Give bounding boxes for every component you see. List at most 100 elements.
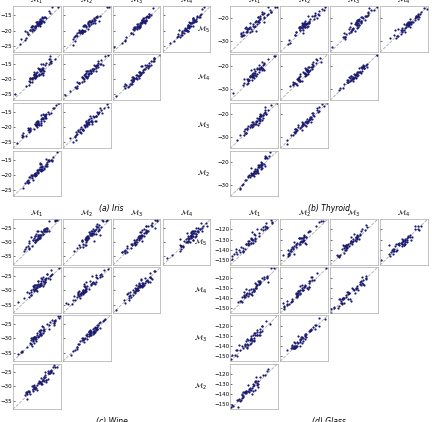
Point — [295, 241, 302, 248]
Point — [143, 14, 149, 20]
Point — [352, 20, 359, 27]
Point — [84, 119, 91, 125]
Point — [250, 287, 257, 293]
Point — [133, 286, 140, 292]
Point — [90, 331, 97, 338]
Point — [261, 371, 268, 378]
Point — [94, 324, 101, 330]
Point — [250, 72, 257, 79]
Point — [351, 71, 358, 78]
Point — [245, 292, 252, 299]
Point — [234, 137, 241, 143]
Point — [33, 236, 40, 243]
Point — [248, 335, 255, 342]
Point — [260, 109, 267, 116]
Point — [87, 68, 94, 74]
Point — [149, 220, 156, 227]
Point — [153, 217, 160, 224]
Point — [358, 70, 365, 77]
Point — [189, 230, 196, 237]
Point — [239, 182, 246, 189]
Y-axis label: $\mathcal{M}_4$: $\mathcal{M}_4$ — [197, 72, 210, 83]
Point — [401, 237, 408, 244]
Point — [33, 73, 40, 79]
Point — [251, 170, 257, 177]
Point — [38, 380, 45, 387]
Point — [423, 5, 430, 12]
Point — [243, 390, 250, 397]
Point — [32, 384, 38, 391]
Point — [308, 274, 315, 281]
Point — [305, 64, 312, 71]
Point — [148, 58, 155, 65]
Point — [399, 24, 406, 31]
Point — [352, 27, 359, 34]
Point — [150, 55, 157, 62]
Point — [36, 20, 43, 27]
Point — [187, 23, 194, 30]
Point — [401, 240, 408, 247]
Point — [355, 287, 362, 293]
Point — [140, 18, 146, 24]
Point — [243, 344, 250, 351]
Point — [245, 381, 251, 388]
Point — [56, 313, 63, 320]
Text: (d) Glass: (d) Glass — [312, 417, 346, 422]
Point — [133, 74, 140, 81]
Point — [42, 113, 49, 119]
Point — [331, 305, 338, 311]
Point — [182, 26, 189, 33]
Point — [257, 165, 264, 172]
Point — [267, 102, 274, 108]
Point — [76, 129, 83, 135]
Point — [393, 32, 400, 39]
Point — [25, 243, 32, 249]
Point — [256, 161, 263, 168]
Point — [257, 14, 264, 21]
Point — [78, 289, 85, 296]
Point — [295, 77, 302, 84]
Point — [94, 13, 101, 19]
Point — [27, 79, 34, 86]
Point — [41, 227, 48, 234]
Point — [124, 290, 131, 297]
Point — [246, 289, 253, 296]
Point — [402, 24, 409, 31]
Point — [304, 66, 311, 73]
Point — [234, 397, 241, 403]
Point — [32, 120, 38, 127]
Point — [79, 243, 86, 250]
Point — [307, 277, 314, 284]
Point — [292, 241, 299, 247]
Point — [341, 33, 348, 40]
Point — [139, 233, 146, 240]
Point — [33, 284, 40, 290]
Point — [24, 390, 31, 397]
Point — [37, 21, 44, 28]
Point — [50, 319, 57, 326]
Point — [260, 10, 267, 17]
Point — [398, 28, 405, 35]
Point — [302, 331, 309, 338]
Point — [137, 71, 144, 78]
Point — [77, 126, 84, 133]
Point — [363, 13, 370, 19]
Point — [136, 19, 143, 26]
Point — [142, 16, 149, 23]
Point — [305, 279, 312, 286]
Point — [142, 278, 149, 285]
Point — [78, 78, 85, 85]
Point — [243, 130, 250, 136]
Point — [93, 62, 100, 69]
Point — [340, 295, 347, 301]
Point — [352, 20, 359, 27]
Point — [35, 328, 42, 335]
Point — [239, 344, 246, 351]
Point — [345, 290, 352, 297]
Point — [257, 113, 264, 119]
Point — [37, 281, 44, 288]
Point — [55, 314, 62, 321]
Point — [129, 291, 136, 298]
Point — [190, 228, 197, 235]
Point — [41, 378, 48, 385]
